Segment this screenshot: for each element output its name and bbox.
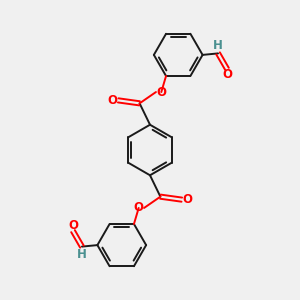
Text: O: O [134,202,144,214]
Text: O: O [222,68,232,81]
Text: H: H [77,248,87,260]
Text: O: O [156,85,166,98]
Text: H: H [213,40,223,52]
Text: O: O [182,193,192,206]
Text: O: O [68,219,78,232]
Text: O: O [108,94,118,107]
